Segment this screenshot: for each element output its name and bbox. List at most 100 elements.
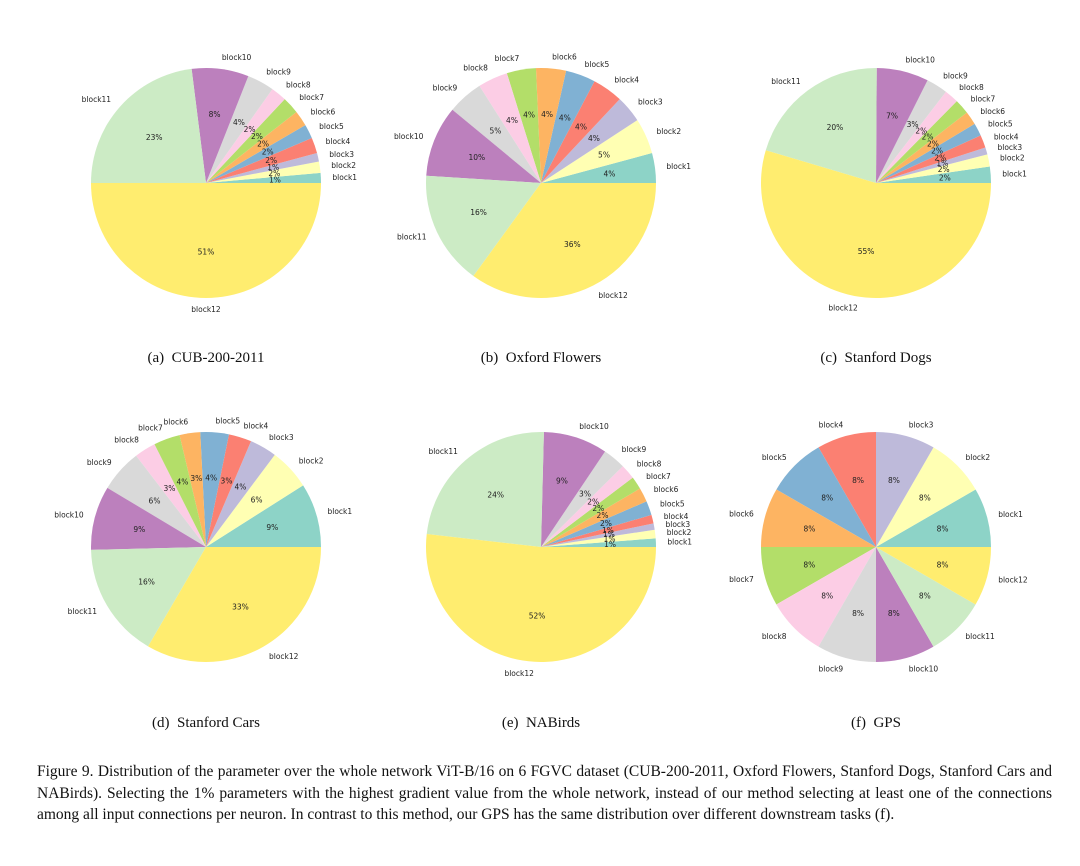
pie-pct-label-block8: 2% <box>587 497 599 506</box>
subfigure-caption: (e) NABirds <box>502 715 580 731</box>
pie-pct-label-block11: 16% <box>470 208 487 217</box>
pie-pct-label-block7: 4% <box>176 478 188 487</box>
pie-pct-label-block6: 8% <box>803 525 815 534</box>
pie-pct-label-block9: 6% <box>149 497 161 506</box>
pie-pct-label-block4: 3% <box>221 477 233 486</box>
pie-slice-block2 <box>876 154 990 183</box>
pie-slice-label-block9: block9 <box>433 84 458 93</box>
pie-slice-block5 <box>541 501 652 547</box>
pie-pct-label-block5: 4% <box>559 114 571 123</box>
pie-slice-block7 <box>876 101 967 183</box>
pie-chart-4: 9% block1 6% block2 4% block3 3% block4 4% block5… <box>54 416 352 731</box>
pie-pct-label-block8: 3% <box>163 484 175 493</box>
pie-slice-block11 <box>765 67 877 183</box>
pie-slice-label-block5: block5 <box>660 500 685 509</box>
pie-pct-label-block9: 3% <box>579 489 591 498</box>
pie-slice-label-block3: block3 <box>638 97 663 106</box>
pie-pct-label-block10: 9% <box>133 525 145 534</box>
pie-pct-label-block8: 4% <box>506 116 518 125</box>
pie-slice-block10 <box>191 68 249 183</box>
pie-pct-label-block6: 3% <box>190 474 202 483</box>
pie-slice-block3 <box>541 523 655 547</box>
pie-pct-label-block1: 8% <box>937 525 949 534</box>
pie-slice-block8 <box>206 89 285 183</box>
pie-slice-block9 <box>876 80 946 183</box>
pie-slice-label-block8: block8 <box>114 435 139 444</box>
pie-pct-label-block3: 1% <box>603 530 615 539</box>
pie-slice-label-block12: block12 <box>191 305 221 314</box>
pie-slice-block8 <box>776 547 876 647</box>
pie-slice-block8 <box>876 91 957 183</box>
pie-slice-label-block5: block5 <box>216 416 241 425</box>
pie-slice-label-block3: block3 <box>909 420 934 429</box>
pie-slice-block12 <box>876 547 991 605</box>
pie-slice-label-block9: block9 <box>87 458 112 467</box>
pie-slice-block2 <box>541 120 653 183</box>
pie-slice-label-block9: block9 <box>266 67 291 76</box>
pie-chart-6: 8% block1 8% block2 8% block3 8% block4 8% block5… <box>729 420 1028 731</box>
pie-slice-block6 <box>179 432 206 547</box>
pie-slice-block7 <box>541 477 640 547</box>
pie-pct-label-block1: 1% <box>604 540 616 549</box>
pie-pct-label-block8: 8% <box>821 591 833 600</box>
pie-slice-block10 <box>875 547 934 662</box>
pie-slice-block9 <box>452 85 541 183</box>
pie-slice-block6 <box>876 112 975 183</box>
pie-slice-label-block8: block8 <box>959 83 984 92</box>
pie-chart-2: 4% block1 5% block2 4% block3 4% block4 4% block5… <box>394 53 691 367</box>
pie-pct-label-block10: 7% <box>886 111 898 120</box>
pie-slice-block6 <box>541 488 647 547</box>
pie-slice-label-block4: block4 <box>326 137 351 146</box>
pie-slice-label-block5: block5 <box>319 122 344 131</box>
pie-slice-block5 <box>776 447 876 547</box>
pie-slice-label-block8: block8 <box>463 64 488 73</box>
pie-pct-label-block12: 33% <box>232 602 249 611</box>
pie-pct-label-block6: 2% <box>597 511 609 520</box>
pie-pct-label-block1: 4% <box>603 169 615 178</box>
pie-slice-label-block10: block10 <box>579 422 609 431</box>
pie-slice-label-block6: block6 <box>552 53 577 62</box>
pie-chart-figure: 1% block1 2% block2 1% block3 2% block4 2% block5… <box>54 53 1028 732</box>
pie-pct-label-block7: 2% <box>592 504 604 513</box>
pie-pct-label-block3: 4% <box>588 134 600 143</box>
pie-pct-label-block10: 9% <box>556 477 568 486</box>
pie-slice-label-block10: block10 <box>906 56 936 65</box>
pie-slice-label-block4: block4 <box>614 76 639 85</box>
pie-pct-label-block9: 5% <box>489 127 501 136</box>
pie-slice-label-block11: block11 <box>428 447 458 456</box>
pie-pct-label-block3: 1% <box>936 159 948 168</box>
pie-pct-label-block12: 8% <box>937 560 949 569</box>
pie-slice-label-block10: block10 <box>54 510 84 519</box>
pie-slice-block12 <box>91 183 321 298</box>
pie-pct-label-block5: 2% <box>931 146 943 155</box>
pie-pct-label-block5: 8% <box>821 494 833 503</box>
pie-slice-block2 <box>876 447 976 547</box>
pie-slice-label-block4: block4 <box>819 420 844 429</box>
pie-slice-block7 <box>760 546 876 605</box>
pie-slice-block5 <box>206 125 312 183</box>
pie-slice-label-block1: block1 <box>998 510 1023 519</box>
pie-slice-label-block6: block6 <box>980 107 1005 116</box>
pie-pct-label-block4: 8% <box>852 476 864 485</box>
pie-pct-label-block9: 8% <box>852 609 864 618</box>
pie-slice-block12 <box>426 534 656 662</box>
pie-slice-label-block4: block4 <box>994 133 1019 142</box>
pie-pct-label-block10: 8% <box>209 110 221 119</box>
pie-pct-label-block11: 20% <box>827 123 844 132</box>
pie-slice-label-block5: block5 <box>762 453 787 462</box>
pie-slice-label-block6: block6 <box>654 485 679 494</box>
pie-slice-block7 <box>206 99 297 183</box>
pie-slice-block4 <box>206 434 252 547</box>
pie-slice-block1 <box>206 485 321 547</box>
pie-slice-block1 <box>206 172 321 183</box>
pie-slice-block11 <box>426 432 544 547</box>
pie-pct-label-block9: 4% <box>233 118 245 127</box>
pie-slice-label-block7: block7 <box>646 472 671 481</box>
pie-slice-label-block12: block12 <box>504 669 534 678</box>
pie-slice-block2 <box>541 529 656 547</box>
subfigure-caption: (f) GPS <box>851 715 901 731</box>
pie-slice-label-block12: block12 <box>269 652 299 661</box>
pie-slice-block3 <box>206 441 275 547</box>
pie-slice-label-block2: block2 <box>299 457 324 466</box>
pie-pct-label-block12: 55% <box>858 247 875 256</box>
